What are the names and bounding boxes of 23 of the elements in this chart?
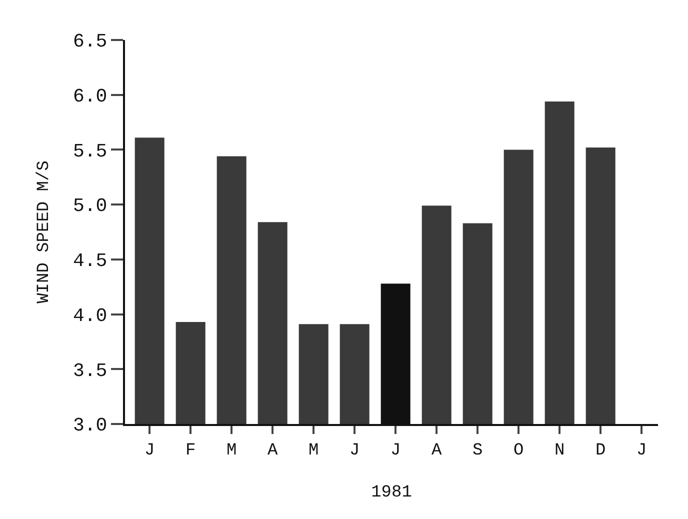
y-tick-label: 4.5 [72, 250, 108, 272]
x-tick-label: O [514, 441, 524, 460]
y-axis-title: WIND SPEED M/S [35, 160, 54, 304]
x-tick-label: J [144, 441, 155, 460]
y-tick-label: 3.5 [72, 360, 108, 382]
x-axis-title: 1981 [371, 483, 412, 502]
x-tick-label: M [308, 441, 319, 460]
y-tick-label: 5.0 [72, 195, 108, 218]
y-tick-label: 4.0 [72, 304, 108, 327]
x-tick-label: F [186, 441, 196, 460]
y-tick-label: 3.0 [72, 414, 108, 437]
x-tick-label: A [268, 441, 278, 460]
x-tick-label: D [596, 441, 606, 460]
y-tick-label: 5.5 [72, 140, 108, 162]
x-tick-label: N [554, 441, 565, 460]
x-tick-label: J [636, 441, 647, 460]
x-tick-label: M [226, 441, 237, 460]
x-tick-label: J [350, 441, 360, 460]
x-tick-label: A [432, 441, 442, 460]
y-tick-label: 6.5 [72, 30, 108, 53]
y-tick-label: 6.0 [72, 86, 108, 108]
x-tick-label: J [390, 441, 401, 460]
x-tick-label: S [472, 441, 483, 460]
